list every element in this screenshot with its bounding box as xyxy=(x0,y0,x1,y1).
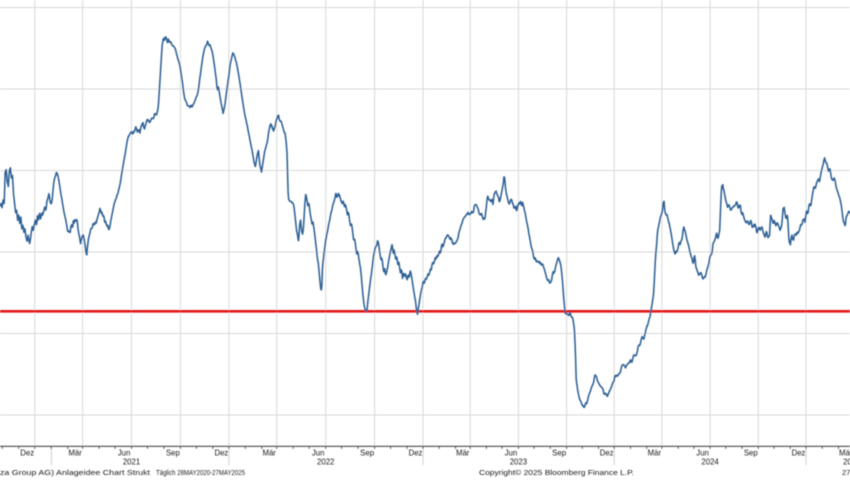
svg-text:Mär: Mär xyxy=(456,449,470,458)
svg-text:2022: 2022 xyxy=(317,458,334,467)
svg-text:Sep: Sep xyxy=(552,449,567,458)
svg-text:Copyright© 2025 Bloomberg Fina: Copyright© 2025 Bloomberg Finance L.P. xyxy=(479,468,634,477)
svg-text:Dez: Dez xyxy=(20,449,34,458)
svg-text:2023: 2023 xyxy=(510,458,527,467)
svg-text:Jun: Jun xyxy=(505,449,518,458)
svg-text:27MAY2025: 27MAY2025 xyxy=(842,468,850,477)
svg-text:Mär: Mär xyxy=(262,449,276,458)
svg-text:Sep: Sep xyxy=(360,449,375,458)
svg-text:Dez: Dez xyxy=(792,449,806,458)
svg-text:Dez: Dez xyxy=(214,449,228,458)
svg-text:Jun: Jun xyxy=(118,449,131,458)
svg-text:Jun: Jun xyxy=(312,449,325,458)
svg-text:Sep: Sep xyxy=(166,449,181,458)
svg-text:Jun: Jun xyxy=(696,449,709,458)
svg-text:2024: 2024 xyxy=(701,458,719,467)
svg-text:za Group AG) Anlageidee Chart: za Group AG) Anlageidee Chart Strukt xyxy=(0,468,151,477)
svg-text:Mär: Mär xyxy=(648,449,662,458)
svg-text:2021: 2021 xyxy=(123,458,140,467)
svg-text:Dez: Dez xyxy=(409,449,423,458)
svg-text:Dez: Dez xyxy=(600,449,614,458)
svg-text:Mär: Mär xyxy=(839,449,850,458)
svg-text:2025: 2025 xyxy=(843,458,850,467)
svg-text:Mär: Mär xyxy=(68,449,82,458)
svg-text:Sep: Sep xyxy=(744,449,759,458)
svg-text:Täglich 28MAY2020-27MAY2025: Täglich 28MAY2020-27MAY2025 xyxy=(156,468,245,477)
